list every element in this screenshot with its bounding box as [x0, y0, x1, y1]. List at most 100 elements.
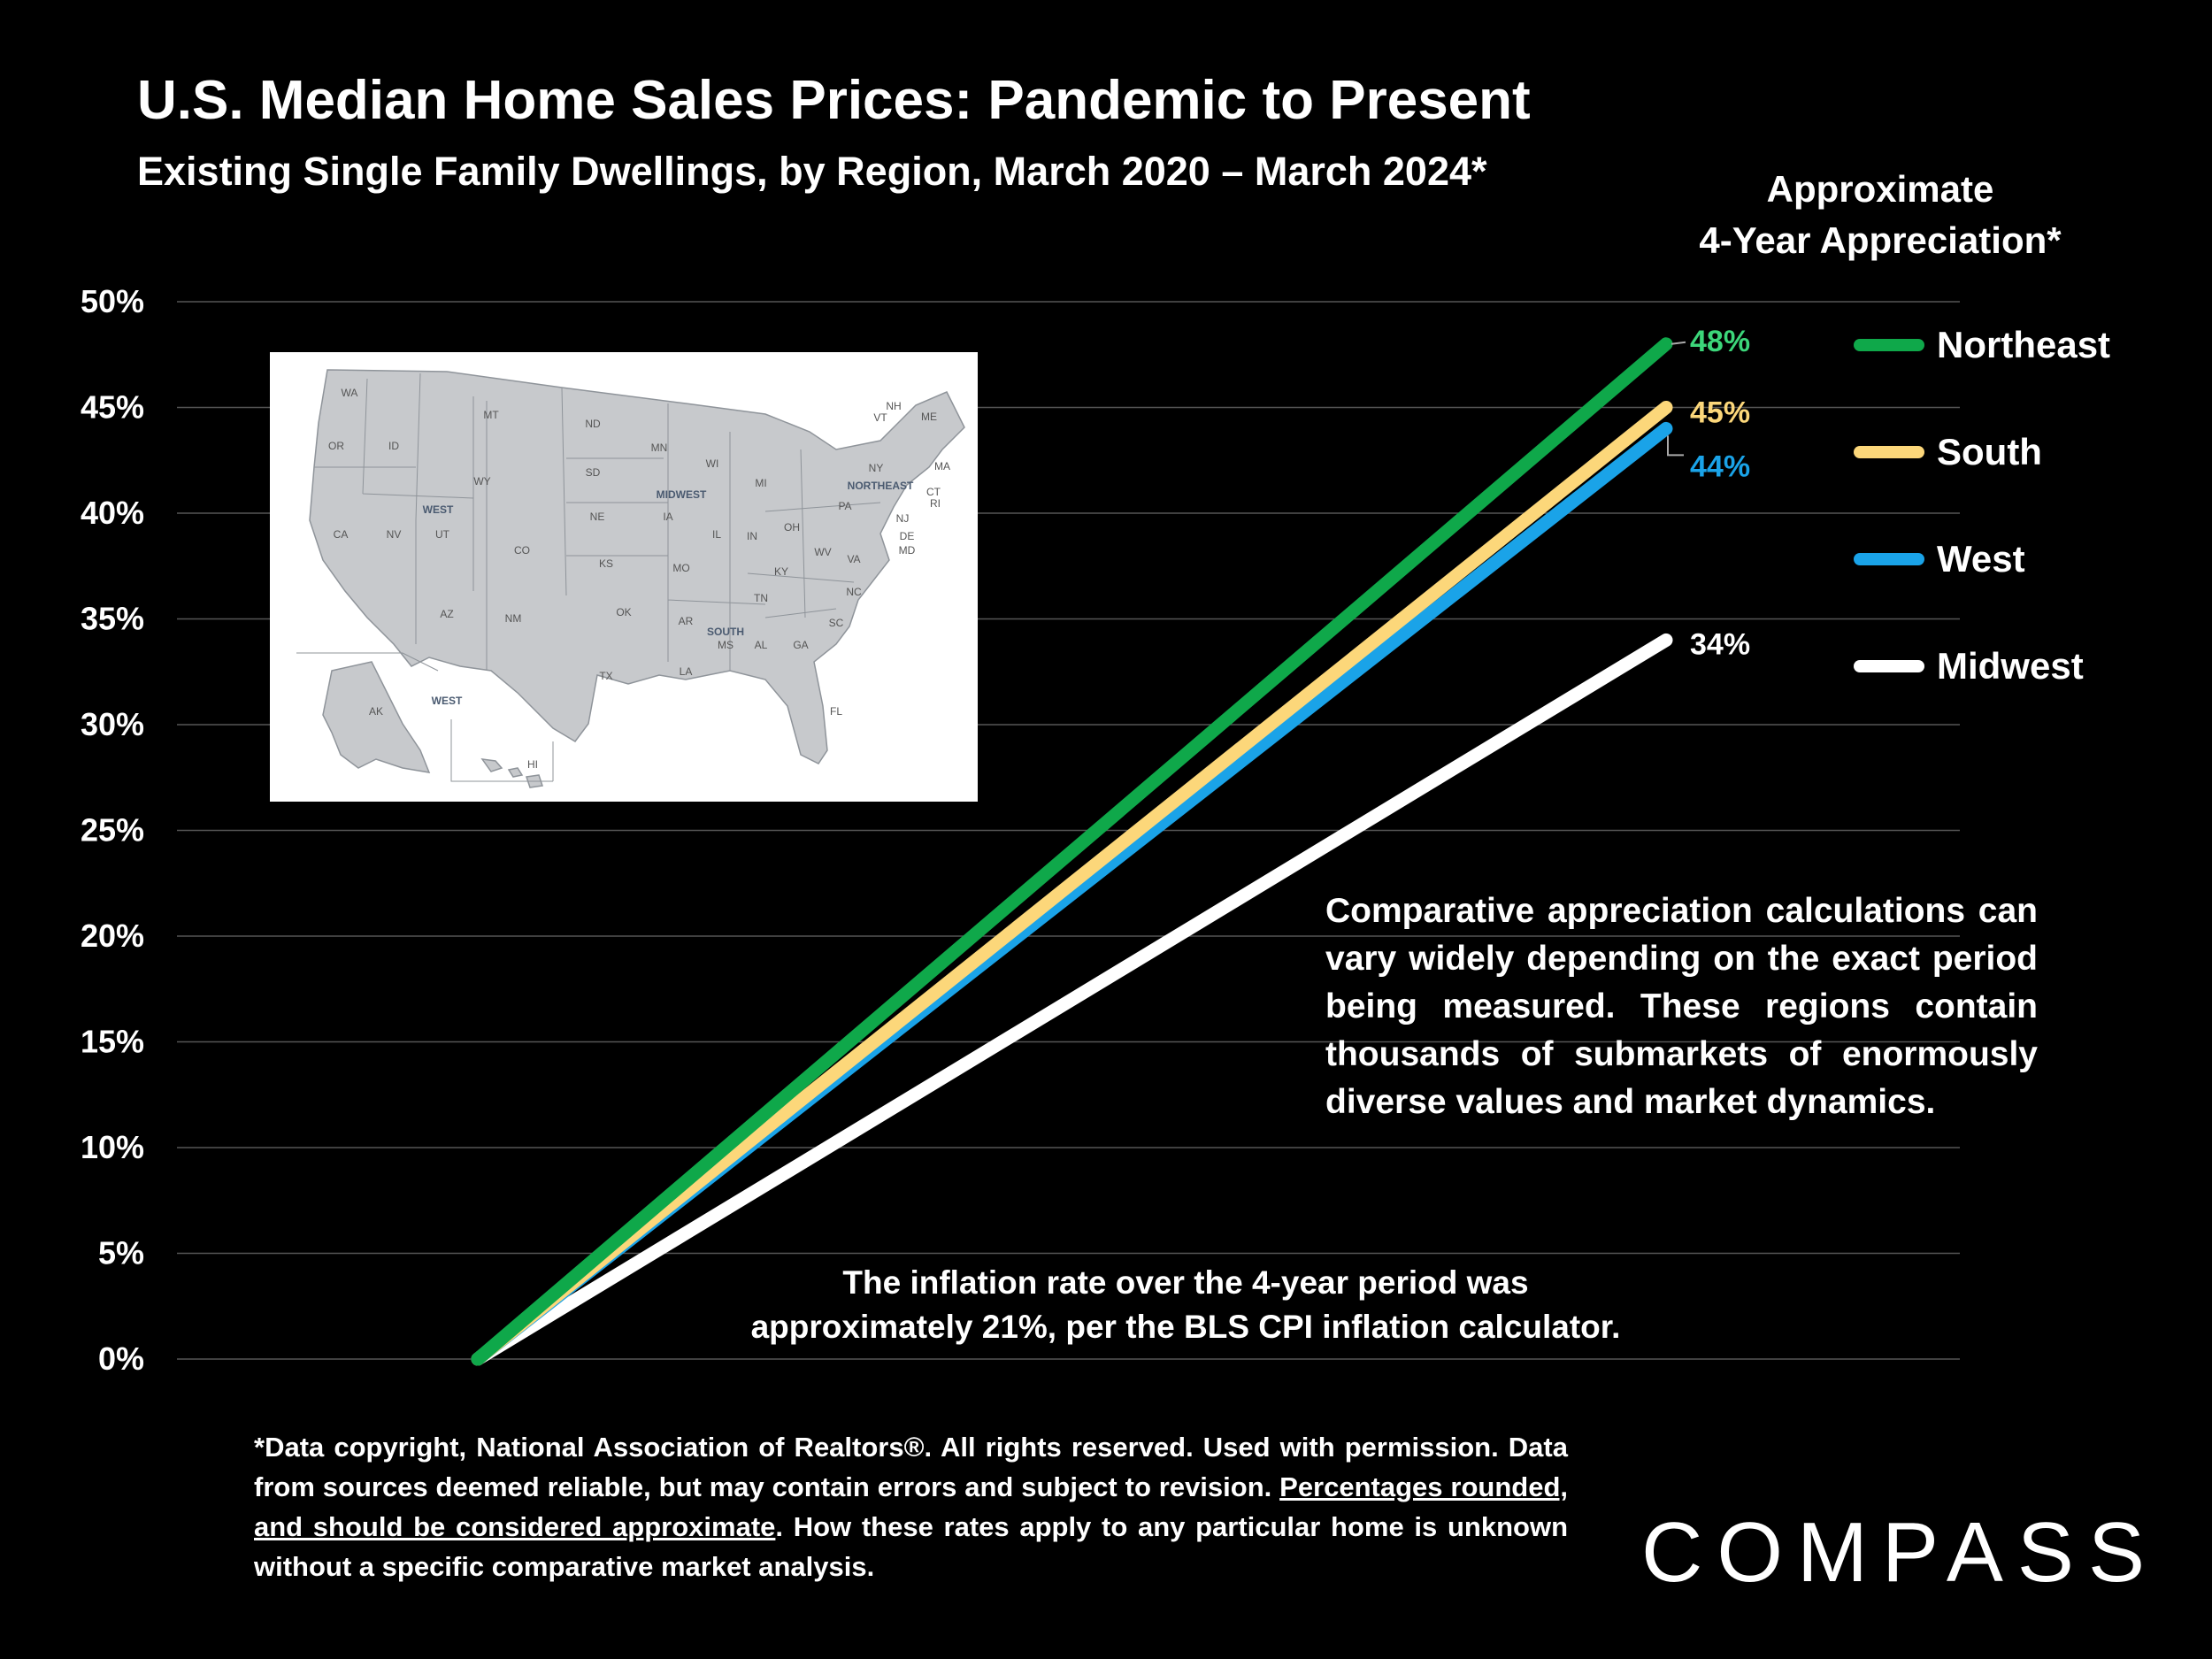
- y-tick-label: 50%: [81, 283, 144, 319]
- map-state-label: WI: [706, 457, 719, 470]
- legend-label-south: South: [1937, 431, 2042, 472]
- map-region-label: SOUTH: [707, 626, 744, 638]
- appreciation-header-line-1: Approximate: [1766, 168, 1994, 210]
- appreciation-header-line-2: 4-Year Appreciation*: [1699, 219, 2062, 261]
- y-tick-label: 35%: [81, 601, 144, 637]
- map-state-label: NC: [846, 586, 862, 598]
- end-label-south: 45%: [1690, 396, 1750, 430]
- map-state-label: WV: [814, 546, 831, 558]
- footnote-part-2: . How these rates apply to any particula…: [254, 1511, 1569, 1582]
- y-axis-ticks: 0% 5% 10% 15% 20% 25% 30% 35% 40% 45% 50%: [81, 283, 144, 1377]
- map-state-label: SD: [586, 466, 601, 479]
- map-state-label: ND: [585, 418, 601, 430]
- appreciation-note: Comparative appreciation calculations ca…: [1325, 892, 2038, 1121]
- y-tick-label: 0%: [98, 1340, 144, 1377]
- legend-item-northeast: Northeast: [1854, 319, 2110, 372]
- data-footnote: *Data copyright, National Association of…: [254, 1427, 1568, 1586]
- page-subtitle: Existing Single Family Dwellings, by Reg…: [137, 149, 1487, 194]
- map-state-label: SC: [829, 617, 844, 629]
- legend-item-south: South: [1854, 426, 2042, 479]
- map-state-label: MO: [672, 562, 689, 574]
- map-state-label: UT: [435, 528, 450, 541]
- legend-item-midwest: Midwest: [1854, 640, 2084, 693]
- inflation-note-line-1: The inflation rate over the 4-year perio…: [842, 1264, 1529, 1301]
- y-tick-label: 10%: [81, 1129, 144, 1165]
- us-regions-map: WA OR CA ID NV MT WY UT CO AZ NM ND SD NE KS OK TX MN IA MO…: [270, 352, 978, 802]
- map-state-label: NE: [590, 511, 605, 523]
- map-state-label: NH: [886, 400, 901, 412]
- map-state-label: MN: [651, 442, 668, 454]
- page-title: U.S. Median Home Sales Prices: Pandemic …: [137, 70, 1531, 131]
- map-state-label: DE: [900, 530, 915, 542]
- map-state-label: ME: [921, 411, 937, 423]
- map-state-label: RI: [930, 497, 941, 510]
- map-state-label: VA: [847, 553, 860, 565]
- map-state-label: PA: [838, 500, 851, 512]
- map-state-label: GA: [793, 639, 808, 651]
- map-region-label: WEST: [423, 503, 454, 516]
- series-line-northeast: [471, 337, 1673, 1366]
- map-region-label: WEST: [432, 695, 463, 707]
- legend-swatch-midwest: [1854, 660, 1924, 672]
- map-state-label: KY: [774, 565, 788, 578]
- map-state-label: CA: [334, 528, 349, 541]
- map-state-label: OH: [784, 521, 800, 534]
- map-region-label: MIDWEST: [657, 488, 707, 501]
- legend-label-northeast: Northeast: [1937, 324, 2111, 365]
- y-tick-label: 30%: [81, 706, 144, 742]
- map-state-label: NV: [387, 528, 402, 541]
- map-state-label: MT: [483, 409, 499, 421]
- map-state-label: NM: [505, 612, 522, 625]
- label-leader-northeast: [1671, 341, 1686, 345]
- y-tick-label: 45%: [81, 389, 144, 426]
- legend-item-west: West: [1854, 533, 2025, 586]
- map-state-label: IL: [712, 528, 721, 541]
- map-state-label: AR: [679, 615, 694, 627]
- label-leader-west: [1667, 435, 1684, 457]
- compass-logo: COMPASS: [1641, 1505, 2159, 1600]
- map-state-label: WY: [473, 475, 490, 488]
- map-region-label: NORTHEAST: [848, 480, 914, 492]
- map-state-label: CO: [514, 544, 530, 557]
- inflation-note-line-2: approximately 21%, per the BLS CPI infla…: [750, 1309, 1621, 1345]
- map-state-label: OK: [616, 606, 631, 618]
- appreciation-header: Approximate 4-Year Appreciation*: [1663, 164, 2097, 266]
- map-state-label: CT: [926, 486, 941, 498]
- us-map-graphic: WA OR CA ID NV MT WY UT CO AZ NM ND SD NE KS OK TX MN IA MO…: [296, 369, 965, 788]
- map-state-label: MI: [755, 477, 766, 489]
- series-line-midwest: [471, 633, 1673, 1366]
- chart-series: [471, 337, 1673, 1366]
- legend-label-midwest: Midwest: [1937, 645, 2084, 687]
- map-state-label: KS: [599, 557, 613, 570]
- chart-end-labels: 48% 45% 44% 34%: [1667, 325, 1750, 661]
- map-state-label: LA: [680, 665, 693, 678]
- inflation-note: The inflation rate over the 4-year perio…: [690, 1261, 1681, 1349]
- map-state-label: MS: [718, 639, 733, 651]
- legend-swatch-south: [1854, 446, 1924, 458]
- map-state-label: TN: [754, 592, 768, 604]
- footnote-part-1: *Data copyright, National Association of…: [254, 1432, 1568, 1502]
- map-state-label: MD: [899, 544, 916, 557]
- y-tick-label: 25%: [81, 812, 144, 849]
- map-state-label: AK: [369, 705, 383, 718]
- map-state-label: HI: [527, 758, 538, 771]
- legend-swatch-west: [1854, 553, 1924, 565]
- end-label-west: 44%: [1690, 449, 1750, 483]
- map-state-label: MA: [934, 460, 950, 472]
- map-state-label: IA: [663, 511, 672, 523]
- map-state-label: VT: [873, 411, 887, 424]
- map-state-label: AL: [755, 639, 768, 651]
- legend-label-west: West: [1937, 538, 2025, 580]
- map-state-label: FL: [830, 705, 842, 718]
- map-state-label: OR: [328, 440, 344, 452]
- end-label-midwest: 34%: [1690, 627, 1750, 661]
- legend-swatch-northeast: [1854, 339, 1924, 351]
- map-state-label: ID: [388, 440, 399, 452]
- map-state-label: NY: [869, 462, 884, 474]
- map-state-label: AZ: [440, 608, 453, 620]
- y-tick-label: 15%: [81, 1024, 144, 1060]
- map-state-label: TX: [599, 670, 612, 682]
- map-state-label: IN: [747, 530, 757, 542]
- footnote-underlined: Percentages rounded, and should be consi…: [254, 1471, 1568, 1542]
